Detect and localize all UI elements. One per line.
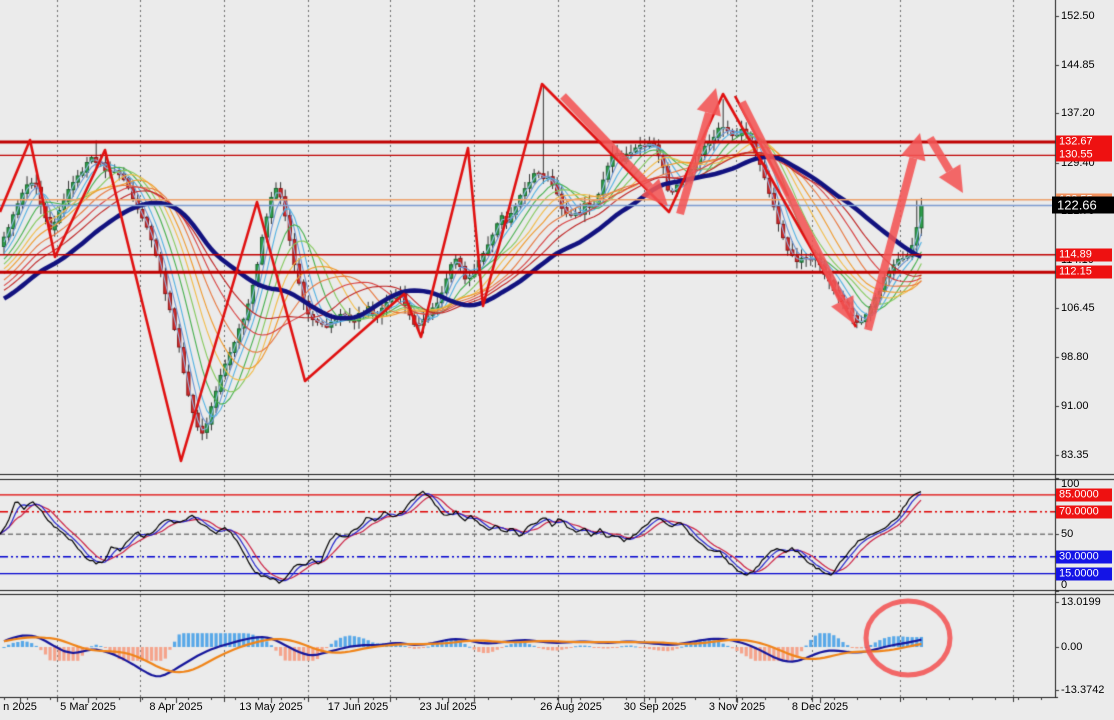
date-axis-label: 8 Dec 2025: [791, 701, 849, 713]
date-axis-label: 30 Sep 2025: [623, 701, 687, 713]
date-axis-label: n 2025: [3, 701, 37, 713]
price-axis-tick: 106.45: [1061, 302, 1095, 315]
date-axis-label: 23 Jul 2025: [419, 701, 477, 713]
price-level-label: 132.67: [1056, 135, 1112, 149]
price-axis-tick: 98.80: [1061, 350, 1089, 363]
date-axis-label: 3 Nov 2025: [708, 701, 766, 713]
macd-axis-tick: 0.00: [1061, 641, 1083, 653]
oscillator-level-label: 15.0000: [1056, 567, 1112, 581]
date-axis-label: 8 Apr 2025: [149, 701, 203, 713]
oscillator-level-label: 85.0000: [1056, 488, 1112, 502]
price-level-label: 112.15: [1056, 265, 1112, 279]
oscillator-axis-tick: 50: [1061, 528, 1074, 540]
price-axis-tick: 83.35: [1061, 449, 1089, 462]
date-axis-label: 5 Mar 2025: [60, 701, 116, 713]
date-axis-label: 17 Jun 2025: [327, 701, 389, 713]
oscillator-axis-tick: 100: [1061, 478, 1080, 490]
price-axis-tick: 144.85: [1061, 58, 1095, 71]
macd-axis-tick: 13.0199: [1061, 596, 1101, 608]
price-level-label: 130.55: [1056, 148, 1112, 162]
date-axis-label: 26 Aug 2025: [540, 701, 602, 713]
oscillator-level-label: 70.0000: [1056, 505, 1112, 519]
macd-axis-tick: -13.3742: [1061, 684, 1105, 696]
price-axis-tick: 91.00: [1061, 400, 1089, 413]
oscillator-level-label: 30.0000: [1056, 550, 1112, 564]
price-axis-tick: 137.20: [1061, 107, 1095, 120]
price-axis-tick: 152.50: [1061, 10, 1095, 22]
date-axis-label: 13 May 2025: [239, 701, 303, 713]
price-level-label: 114.89: [1056, 248, 1112, 262]
oscillator-axis-tick: 0: [1061, 579, 1068, 591]
current-price-label: 122.66: [1052, 196, 1114, 214]
